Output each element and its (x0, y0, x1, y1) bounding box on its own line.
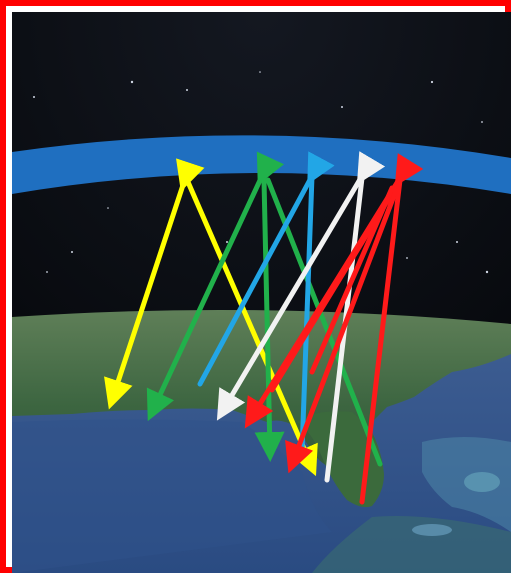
red-path (244, 153, 424, 505)
earth-scene (12, 12, 511, 573)
scene-svg (12, 12, 511, 573)
island-shoal (412, 524, 452, 536)
island-shoal-2 (464, 472, 500, 492)
cuba-region (312, 516, 511, 573)
arrows (104, 151, 424, 505)
gulf-water (12, 419, 332, 573)
